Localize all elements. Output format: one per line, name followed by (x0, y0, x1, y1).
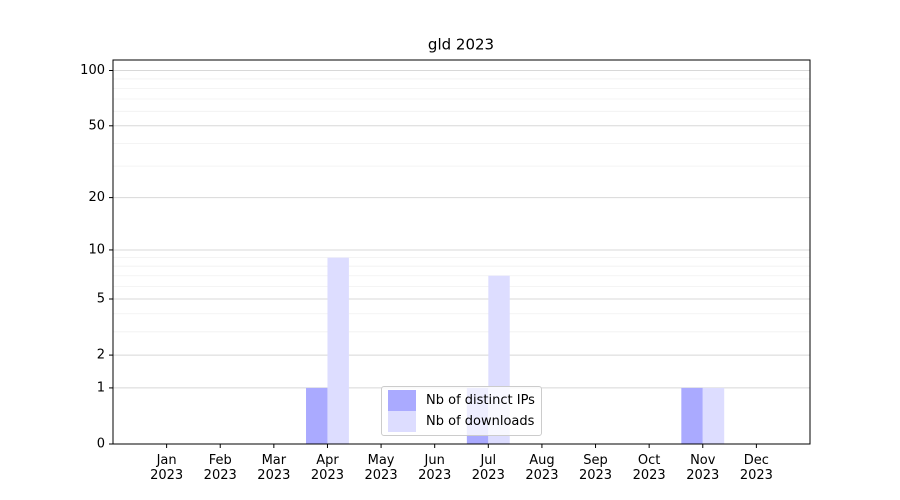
x-tick-label: Jul 2023 (471, 453, 505, 483)
y-tick-label: 50 (88, 118, 105, 133)
legend-entry: Nb of distinct IPs (388, 390, 535, 411)
x-tick-label: Jan 2023 (150, 453, 184, 483)
legend-label: Nb of downloads (426, 414, 535, 429)
bar (306, 387, 328, 444)
x-tick-label: Jun 2023 (418, 453, 452, 483)
x-tick-label: Aug 2023 (525, 453, 559, 483)
bar (681, 387, 703, 444)
x-tick-label: Nov 2023 (686, 453, 720, 483)
y-tick-label: 10 (88, 242, 105, 257)
y-tick-label: 5 (97, 291, 105, 306)
y-tick-label: 2 (97, 348, 105, 363)
plot-frame (112, 59, 811, 445)
legend-label: Nb of distinct IPs (426, 393, 535, 408)
x-tick-label: Sep 2023 (578, 453, 613, 483)
x-tick-label: Dec 2023 (739, 453, 773, 483)
bar (702, 387, 725, 444)
y-tick-label: 1 (97, 380, 105, 395)
legend-swatch (388, 390, 416, 411)
y-tick-label: 0 (97, 437, 105, 452)
x-tick-label: May 2023 (364, 453, 398, 483)
legend: Nb of distinct IPs Nb of downloads (381, 386, 542, 436)
x-tick-label: Oct 2023 (632, 453, 666, 483)
x-tick-label: Mar 2023 (257, 453, 291, 483)
y-tick-label: 100 (80, 63, 105, 78)
chart-title: gld 2023 (428, 36, 494, 54)
legend-entry: Nb of downloads (388, 411, 535, 432)
legend-swatch (388, 411, 416, 432)
bar (327, 257, 349, 444)
y-tick-label: 20 (88, 190, 105, 205)
x-tick-label: Feb 2023 (203, 453, 237, 483)
x-tick-label: Apr 2023 (310, 453, 344, 483)
